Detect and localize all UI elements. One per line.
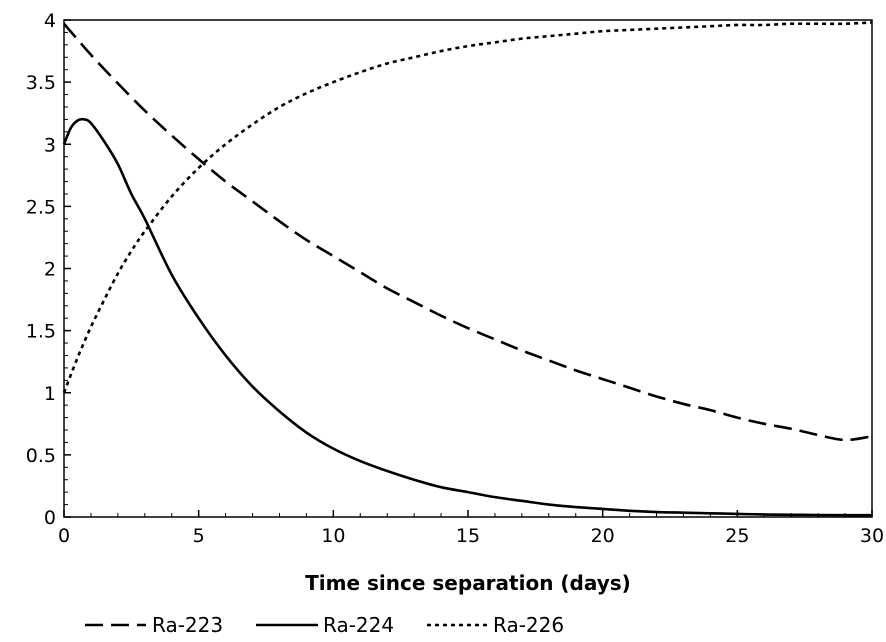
y-tick-label: 0.5	[26, 445, 56, 467]
x-tick-label: 25	[725, 525, 749, 547]
series-line-ra-224	[62, 117, 873, 517]
y-tick-label: 1	[44, 383, 56, 405]
legend: Ra-223 Ra-224 Ra-226	[85, 613, 564, 637]
legend-label-ra-223: Ra-223	[152, 613, 223, 637]
series-layer	[62, 21, 873, 517]
x-tick-label: 0	[58, 525, 70, 547]
y-tick-label: 3.5	[26, 72, 56, 94]
x-tick-label: 15	[456, 525, 480, 547]
y-axis: 0 0.5 1 1.5 2 2.5 3 3.5 4	[26, 10, 71, 529]
y-tick-label: 2.5	[26, 196, 56, 218]
x-tick-label: 20	[591, 525, 615, 547]
legend-label-ra-226: Ra-226	[493, 613, 564, 637]
series-line-ra-226	[62, 21, 873, 394]
x-tick-label: 10	[321, 525, 345, 547]
y-tick-label: 3	[44, 134, 56, 156]
y-tick-label: 2	[44, 259, 56, 281]
y-tick-label: 1.5	[26, 321, 56, 343]
y-tick-label: 0	[44, 507, 56, 529]
x-axis: 0 5 10 15 20 25 30	[58, 510, 884, 547]
legend-label-ra-224: Ra-224	[323, 613, 394, 637]
series-line-ra-223	[63, 22, 873, 442]
x-tick-label: 30	[860, 525, 884, 547]
y-tick-label: 4	[44, 10, 56, 32]
plot-area	[63, 19, 873, 518]
x-axis-title: Time since separation (days)	[305, 571, 631, 595]
x-tick-label: 5	[193, 525, 205, 547]
